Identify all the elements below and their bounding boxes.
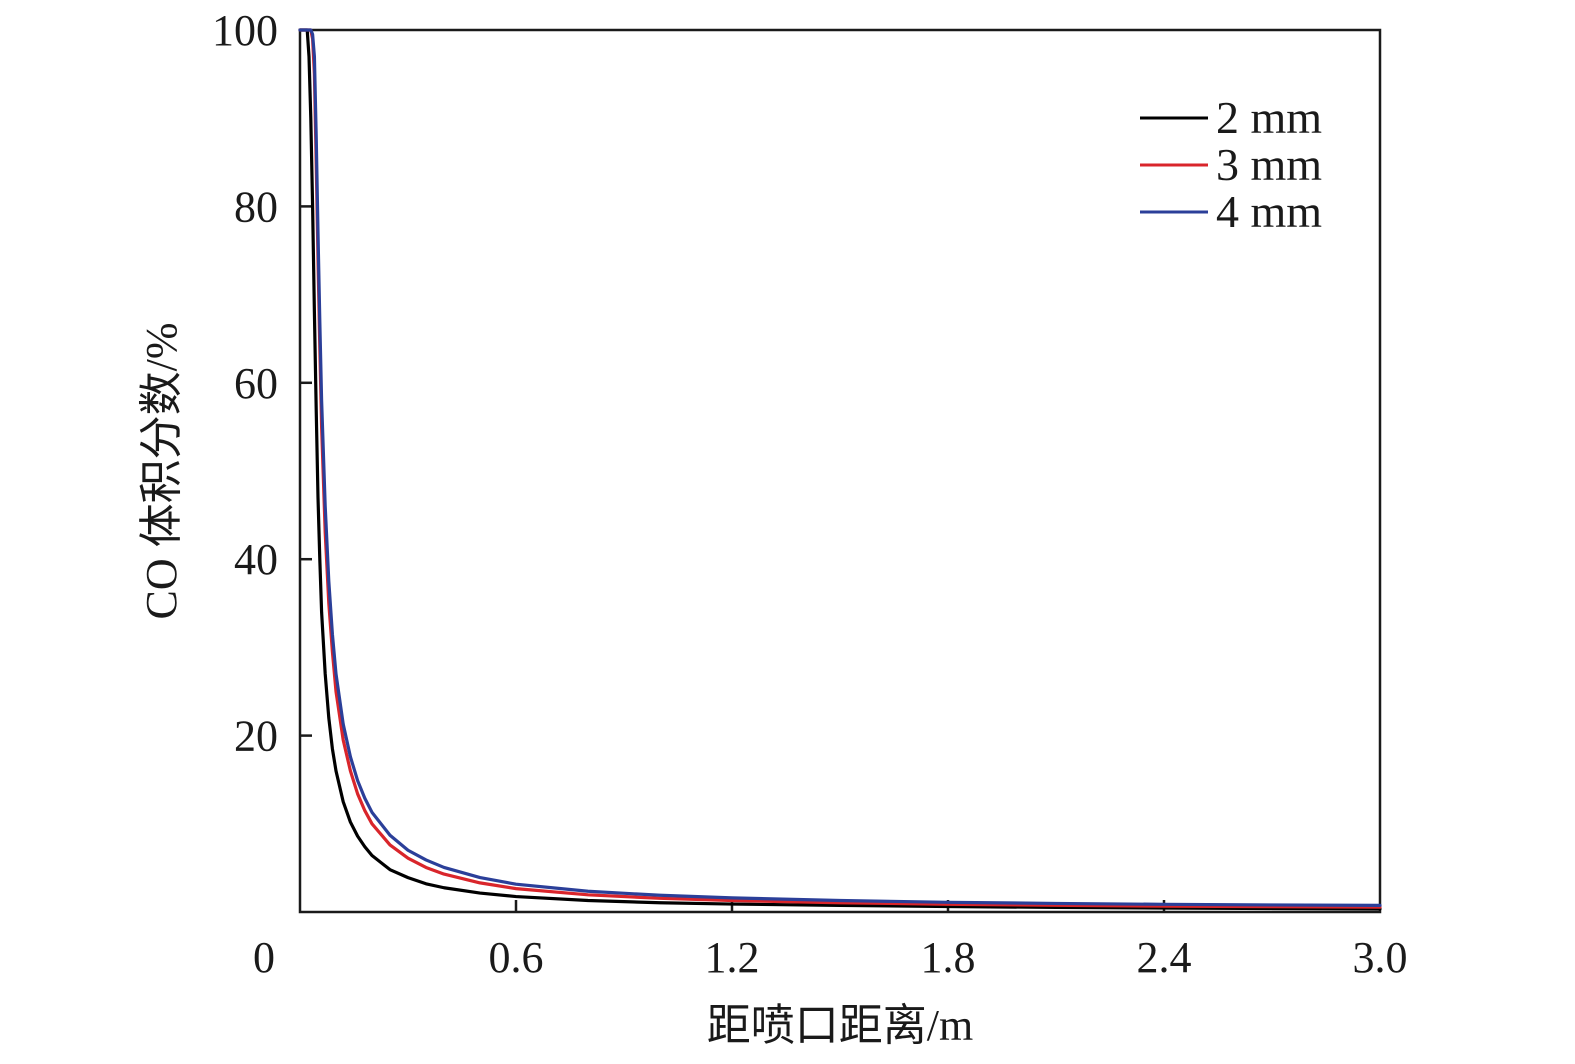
series-lines — [298, 28, 1382, 911]
y-tick-label: 80 — [234, 182, 278, 231]
legend-label: 2 mm — [1216, 92, 1322, 143]
y-tick-label: 100 — [212, 6, 278, 55]
legend: 2 mm3 mm4 mm — [1140, 92, 1322, 237]
x-tick-label: 0 — [253, 933, 275, 982]
y-tick-label: 60 — [234, 359, 278, 408]
x-tick-label: 1.8 — [921, 933, 976, 982]
series-line-2-mm — [298, 28, 1382, 911]
x-tick-label: 3.0 — [1353, 933, 1408, 982]
x-tick-label: 2.4 — [1137, 933, 1192, 982]
x-axis-ticks: 0 0.6 1.2 1.8 2.4 3.0 — [253, 900, 1408, 982]
y-tick-label: 40 — [234, 535, 278, 584]
x-tick-label: 0.6 — [489, 933, 544, 982]
legend-label: 4 mm — [1216, 186, 1322, 237]
y-tick-label: 20 — [234, 712, 278, 761]
series-line-4-mm — [298, 28, 1382, 907]
plot-frame — [298, 28, 1382, 914]
x-tick-label: 1.2 — [705, 933, 760, 982]
y-axis-ticks: 20 40 60 80 100 — [212, 6, 312, 761]
y-axis-label: CO 体积分数/% — [137, 323, 186, 620]
x-axis-label: 距喷口距离/m — [707, 1001, 973, 1050]
legend-label: 3 mm — [1216, 139, 1322, 190]
